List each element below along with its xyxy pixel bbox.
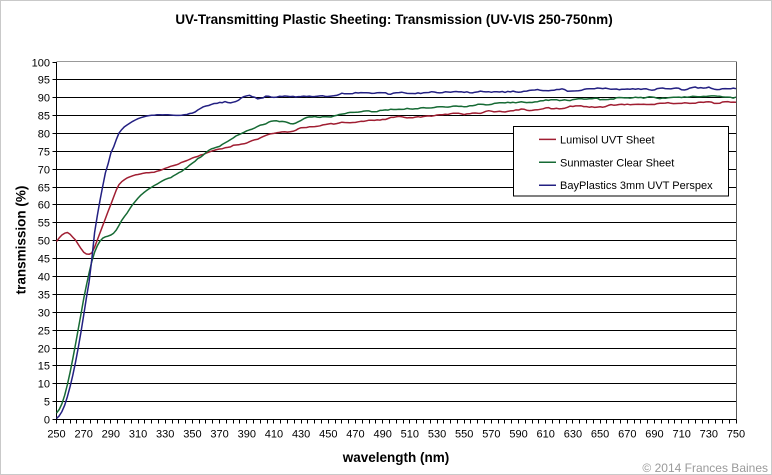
svg-text:710: 710 [672,429,690,441]
svg-text:UV-Transmitting Plastic Sheeti: UV-Transmitting Plastic Sheeting: Transm… [175,12,612,27]
svg-text:70: 70 [38,164,50,176]
svg-text:370: 370 [210,429,228,441]
svg-text:Lumisol UVT Sheet: Lumisol UVT Sheet [560,134,655,146]
svg-text:530: 530 [428,429,446,441]
svg-text:10: 10 [38,378,50,390]
svg-text:20: 20 [38,343,50,355]
svg-text:410: 410 [265,429,283,441]
svg-text:350: 350 [183,429,201,441]
svg-text:390: 390 [238,429,256,441]
svg-text:35: 35 [38,289,50,301]
svg-text:100: 100 [32,57,50,69]
svg-text:570: 570 [482,429,500,441]
svg-text:55: 55 [38,217,50,229]
svg-text:690: 690 [645,429,663,441]
svg-text:0: 0 [44,414,50,426]
svg-text:75: 75 [38,146,50,158]
svg-text:80: 80 [38,128,50,140]
svg-text:470: 470 [346,429,364,441]
svg-text:590: 590 [509,429,527,441]
svg-text:650: 650 [591,429,609,441]
svg-text:550: 550 [455,429,473,441]
svg-text:730: 730 [700,429,718,441]
svg-text:610: 610 [537,429,555,441]
svg-text:330: 330 [156,429,174,441]
svg-text:430: 430 [292,429,310,441]
svg-text:25: 25 [38,325,50,337]
svg-text:BayPlastics 3mm UVT Perspex: BayPlastics 3mm UVT Perspex [560,180,713,192]
svg-text:90: 90 [38,92,50,104]
svg-text:310: 310 [129,429,147,441]
svg-text:750: 750 [727,429,745,441]
svg-text:transmission (%): transmission (%) [14,186,29,295]
svg-text:270: 270 [75,429,93,441]
svg-text:60: 60 [38,199,50,211]
svg-text:40: 40 [38,271,50,283]
svg-text:30: 30 [38,307,50,319]
svg-text:5: 5 [44,396,50,408]
svg-text:© 2014 Frances Baines: © 2014 Frances Baines [642,461,768,475]
svg-text:65: 65 [38,182,50,194]
svg-text:95: 95 [38,74,50,86]
svg-text:490: 490 [373,429,391,441]
svg-text:450: 450 [319,429,337,441]
svg-text:630: 630 [564,429,582,441]
svg-text:Sunmaster Clear Sheet: Sunmaster Clear Sheet [560,157,674,169]
svg-text:45: 45 [38,253,50,265]
svg-text:670: 670 [618,429,636,441]
svg-text:85: 85 [38,110,50,122]
svg-text:510: 510 [401,429,419,441]
svg-text:250: 250 [47,429,65,441]
svg-text:15: 15 [38,360,50,372]
svg-text:290: 290 [102,429,120,441]
svg-text:wavelength (nm): wavelength (nm) [342,450,450,465]
svg-text:50: 50 [38,235,50,247]
